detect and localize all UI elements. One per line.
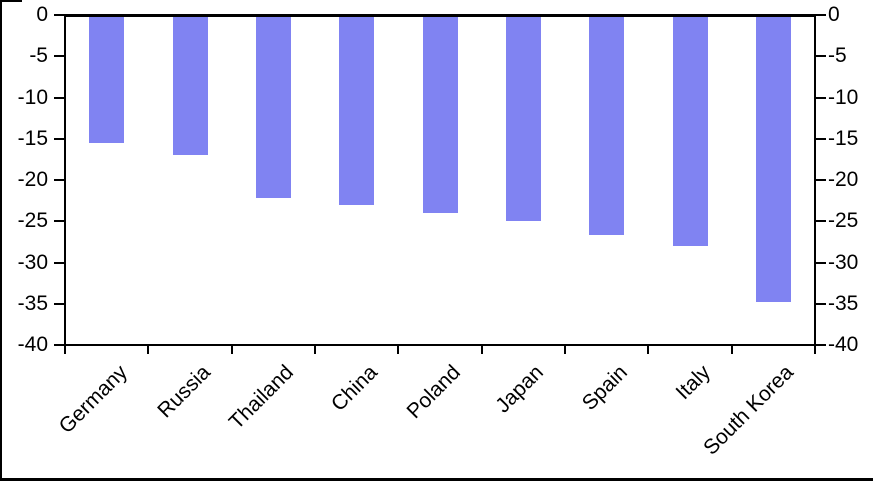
axis-bottom-line xyxy=(64,344,816,346)
left-tick--40 xyxy=(54,344,64,346)
left-tick-0 xyxy=(54,14,64,16)
left-axis-label-0: 0 xyxy=(36,3,48,26)
bar-japan xyxy=(505,17,541,222)
left-tick--15 xyxy=(54,137,64,140)
right-axis-label--20: -20 xyxy=(828,168,859,191)
axis-top-zero-line xyxy=(64,14,816,17)
bar-russia xyxy=(172,17,208,156)
frame-border-top-stub xyxy=(0,0,22,2)
bar-china xyxy=(339,17,375,205)
left-axis-label--35: -35 xyxy=(17,291,48,315)
category-boundary-tick-7 xyxy=(647,346,650,354)
bar-thailand xyxy=(255,17,291,199)
left-axis-label--15: -15 xyxy=(17,126,48,150)
category-boundary-tick-3 xyxy=(314,346,316,354)
category-boundary-tick-1 xyxy=(147,346,150,354)
left-tick--5 xyxy=(54,55,64,58)
left-tick--30 xyxy=(54,261,64,264)
left-tick--35 xyxy=(54,302,64,305)
left-axis-label--5: -5 xyxy=(29,44,48,68)
left-axis-label--30: -30 xyxy=(17,250,48,274)
left-tick--20 xyxy=(54,179,64,181)
right-tick--5 xyxy=(816,55,826,58)
category-boundary-tick-6 xyxy=(564,346,566,354)
right-tick-0 xyxy=(816,14,826,16)
axis-left-line xyxy=(64,14,66,346)
right-axis-label--35: -35 xyxy=(828,291,859,315)
right-tick--30 xyxy=(816,261,826,264)
bar-spain xyxy=(589,17,625,236)
bar-italy xyxy=(672,17,708,246)
category-boundary-tick-9 xyxy=(814,346,816,354)
bar-germany xyxy=(89,17,125,143)
bar-south-korea xyxy=(755,17,791,303)
right-tick--35 xyxy=(816,302,826,305)
axis-right-line xyxy=(814,14,816,346)
right-axis-label-0: 0 xyxy=(828,3,840,26)
right-tick--20 xyxy=(816,179,826,181)
category-boundary-tick-5 xyxy=(480,346,483,354)
frame-border-bottom xyxy=(0,478,873,481)
category-boundary-tick-0 xyxy=(64,346,66,354)
bar-poland xyxy=(422,17,458,213)
left-axis-label--20: -20 xyxy=(17,168,48,191)
left-axis-label--10: -10 xyxy=(17,85,48,109)
left-tick--25 xyxy=(54,220,64,223)
right-tick--15 xyxy=(816,137,826,140)
right-axis-label--30: -30 xyxy=(828,250,859,274)
right-axis-label--15: -15 xyxy=(828,126,859,150)
right-axis-label--25: -25 xyxy=(828,209,859,233)
category-boundary-tick-8 xyxy=(730,346,733,354)
right-axis-label--40: -40 xyxy=(828,333,859,356)
right-tick--10 xyxy=(816,96,826,99)
right-tick--40 xyxy=(816,344,826,346)
category-boundary-tick-4 xyxy=(397,346,400,354)
right-tick--25 xyxy=(816,220,826,223)
frame-border-left xyxy=(0,0,2,481)
category-boundary-tick-2 xyxy=(230,346,233,354)
left-axis-label--25: -25 xyxy=(17,209,48,233)
right-axis-label--10: -10 xyxy=(828,85,859,109)
left-tick--10 xyxy=(54,96,64,99)
left-axis-label--40: -40 xyxy=(17,333,48,356)
right-axis-label--5: -5 xyxy=(828,44,847,68)
